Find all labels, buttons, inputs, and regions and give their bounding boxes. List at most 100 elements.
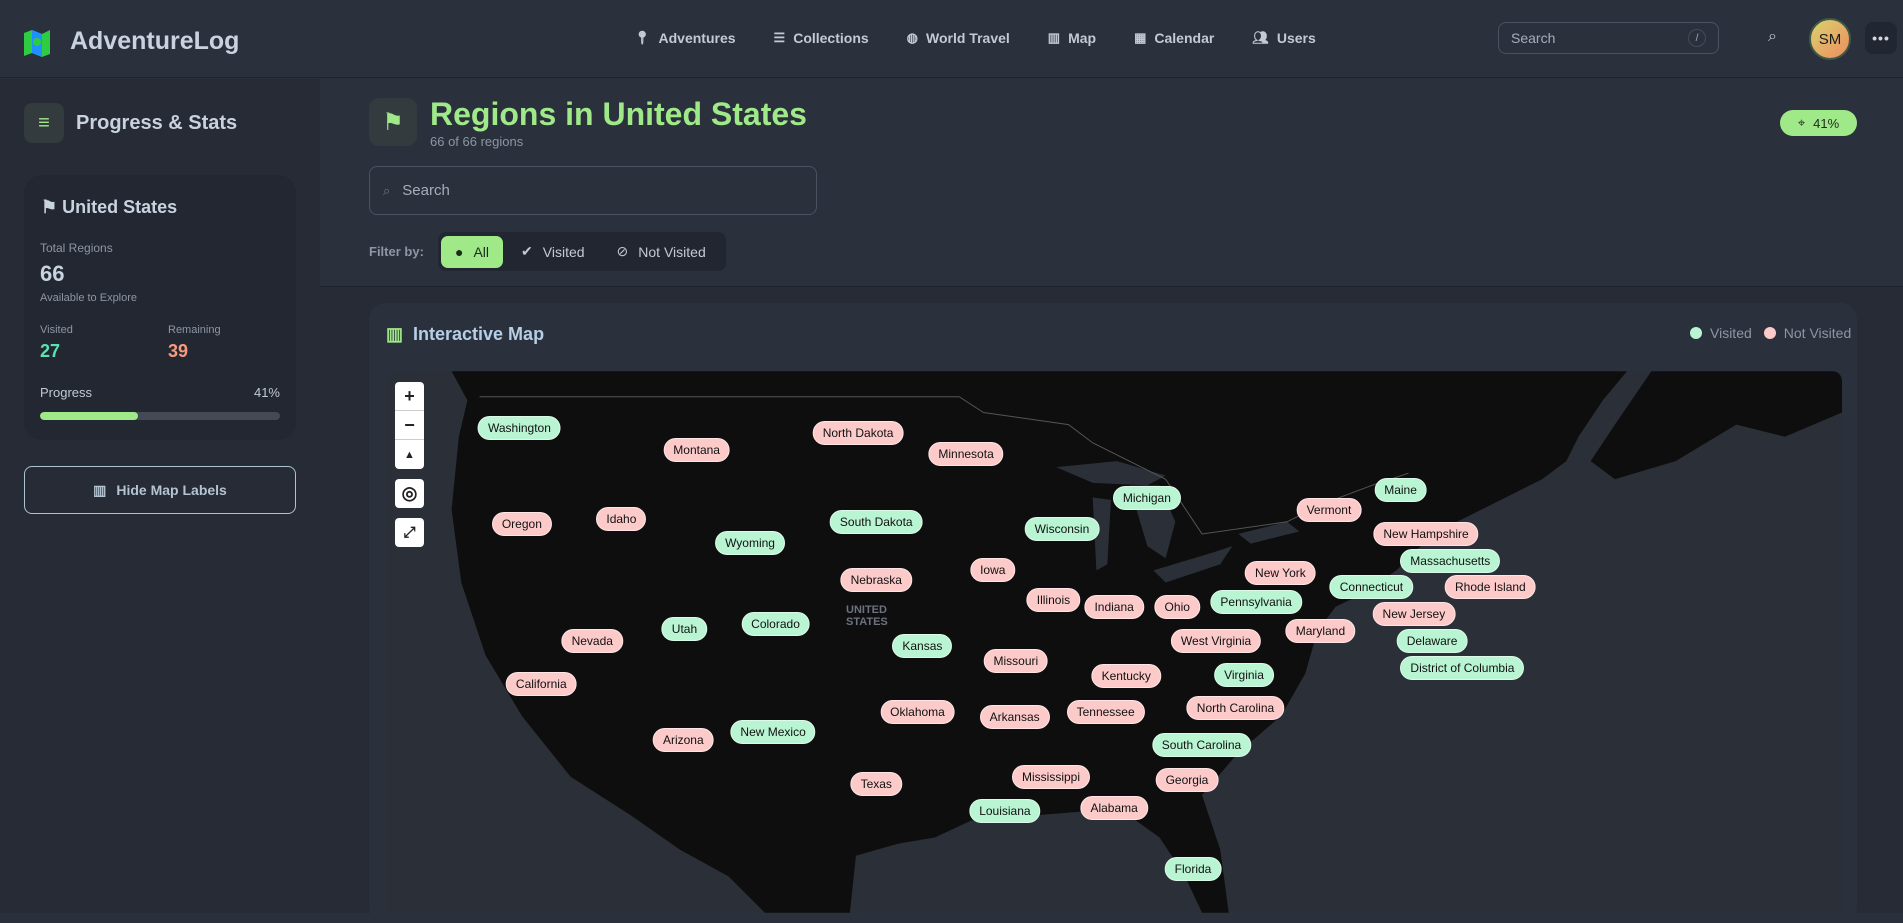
zoom-out-button[interactable]: − (395, 411, 424, 440)
hide-map-labels-button[interactable]: ▥ Hide Map Labels (24, 466, 296, 514)
region-label[interactable]: New Mexico (730, 719, 816, 744)
map-card-title: ▥ Interactive Map (386, 324, 544, 345)
shortcut-hint: / (1688, 29, 1706, 47)
nav-world-travel[interactable]: ◍ World Travel (888, 28, 1029, 48)
region-label[interactable]: Louisiana (969, 798, 1041, 823)
nav-map[interactable]: ▥ Map (1029, 28, 1115, 48)
region-label[interactable]: Ohio (1154, 594, 1200, 619)
region-label[interactable]: Wisconsin (1024, 517, 1100, 542)
interactive-map[interactable]: UNITED STATES Washington Montana North Dako… (386, 371, 1842, 913)
nav-adventures[interactable]: 📍︎ Adventures (615, 28, 755, 48)
search-icon: ⌕ (383, 182, 391, 198)
remaining-label: Remaining (168, 324, 221, 336)
nav-users[interactable]: 👥︎ Users (1233, 28, 1334, 48)
search-icon[interactable]: ⌕ (1768, 28, 1777, 45)
page-subtitle: 66 of 66 regions (430, 134, 524, 149)
region-label[interactable]: South Dakota (829, 509, 923, 534)
region-label[interactable]: California (505, 672, 577, 697)
visited-dot (1690, 327, 1702, 339)
region-label[interactable]: Maryland (1285, 619, 1356, 644)
region-label[interactable]: West Virginia (1170, 628, 1262, 653)
compass-reset-button[interactable]: ▲ (404, 448, 415, 461)
region-label[interactable]: Illinois (1026, 587, 1081, 612)
region-search-input[interactable]: ⌕ Search (369, 166, 817, 215)
region-label[interactable]: Colorado (741, 611, 810, 636)
map-icon: ▥ (386, 324, 404, 344)
region-label[interactable]: Kansas (892, 633, 953, 658)
region-label[interactable]: Montana (663, 438, 730, 463)
zoom-controls: + − ▲ (395, 382, 424, 469)
region-label[interactable]: New Jersey (1372, 602, 1456, 627)
progress-label: Progress (40, 385, 93, 400)
region-label[interactable]: Rhode Island (1445, 575, 1536, 600)
logo-icon[interactable] (22, 28, 52, 58)
map-pin-icon: ● (455, 243, 464, 260)
country-name: ⚑ United States (41, 197, 177, 218)
geolocate-icon[interactable]: ◎ (401, 483, 418, 503)
calendar-icon: ▦ (1134, 30, 1147, 45)
avatar[interactable]: SM (1809, 18, 1851, 60)
region-label[interactable]: Oklahoma (880, 700, 955, 725)
filter-not-visited[interactable]: ⊘ Not Visited (603, 236, 720, 268)
users-icon: 👥︎ (1252, 30, 1269, 45)
brand-name[interactable]: AdventureLog (70, 27, 240, 55)
region-label[interactable]: Washington (477, 416, 561, 441)
region-label[interactable]: Florida (1164, 856, 1222, 881)
zoom-in-button[interactable]: + (395, 382, 424, 411)
flag-icon: ⚑ (369, 98, 417, 146)
region-label[interactable]: Kentucky (1091, 664, 1161, 688)
global-search-input[interactable]: Search / (1498, 22, 1719, 54)
filter-visited[interactable]: ✔ Visited (507, 236, 599, 268)
filter-group: ● All ✔ Visited ⊘ Not Visited (438, 232, 726, 271)
filter-label: Filter by: (369, 244, 424, 259)
region-label[interactable]: Arizona (652, 728, 714, 753)
region-label[interactable]: Tennessee (1066, 700, 1145, 725)
region-label[interactable]: Texas (850, 772, 902, 797)
region-label[interactable]: North Carolina (1186, 695, 1285, 720)
sidebar-title: Progress & Stats (76, 112, 238, 134)
country-label: United States (62, 197, 178, 217)
nav-collections[interactable]: ☰ Collections (755, 28, 888, 48)
region-label[interactable]: Connecticut (1329, 575, 1414, 600)
region-label[interactable]: Pennsylvania (1210, 589, 1302, 614)
more-menu-button[interactable]: ••• (1865, 22, 1897, 54)
filter-toggle-button[interactable]: ≡ (24, 103, 64, 143)
region-label[interactable]: Nebraska (840, 568, 912, 593)
region-label[interactable]: Georgia (1155, 768, 1219, 793)
region-label[interactable]: Massachusetts (1400, 548, 1501, 573)
region-label[interactable]: Virginia (1214, 662, 1274, 687)
region-label[interactable]: Missouri (983, 649, 1049, 674)
filter-label-text: All (473, 243, 490, 260)
region-label[interactable]: Mississippi (1012, 764, 1091, 789)
region-label[interactable]: Alabama (1080, 796, 1148, 821)
region-label[interactable]: South Carolina (1151, 733, 1252, 758)
region-label[interactable]: Nevada (561, 628, 623, 653)
page-title: Regions in United States (430, 96, 807, 132)
region-label[interactable]: Maine (1374, 478, 1427, 503)
geolocate-control: ◎ (395, 479, 424, 508)
filter-label-text: Visited (542, 243, 585, 260)
region-label[interactable]: Delaware (1396, 628, 1468, 653)
region-label[interactable]: Oregon (491, 512, 552, 537)
region-label[interactable]: Idaho (596, 507, 647, 532)
region-label[interactable]: Vermont (1296, 497, 1362, 522)
list-icon: ☰ (773, 30, 786, 45)
region-label[interactable]: Wyoming (715, 530, 785, 555)
nav-calendar[interactable]: ▦ Calendar (1115, 28, 1233, 48)
region-label[interactable]: New Hampshire (1373, 522, 1479, 546)
region-label[interactable]: Michigan (1112, 485, 1181, 510)
region-label[interactable]: North Dakota (812, 421, 904, 446)
region-label[interactable]: Indiana (1084, 594, 1144, 619)
region-label[interactable]: Minnesota (928, 441, 1004, 466)
progress-percent: 41% (253, 385, 280, 400)
fullscreen-icon[interactable]: ⤢ (403, 524, 416, 541)
region-label[interactable]: Utah (661, 616, 708, 641)
map-title-text: Interactive Map (413, 324, 545, 344)
region-label[interactable]: Arkansas (979, 705, 1050, 730)
region-label[interactable]: District of Columbia (1400, 655, 1525, 680)
region-label[interactable]: Iowa (970, 558, 1016, 583)
filter-all[interactable]: ● All (441, 235, 504, 268)
visited-value: 27 (40, 341, 61, 361)
map-pin-icon: 📍︎ (634, 30, 651, 45)
region-label[interactable]: New York (1245, 560, 1316, 585)
